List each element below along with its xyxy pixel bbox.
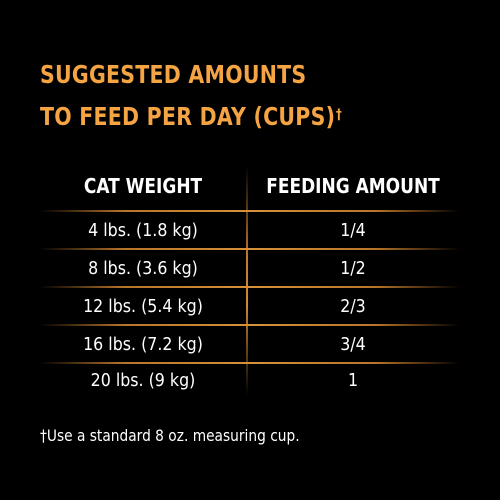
row-divider <box>40 324 460 326</box>
row-divider <box>40 210 460 212</box>
amount-cell: 3/4 <box>340 333 366 355</box>
table-row: 12 lbs. (5.4 kg) 2/3 <box>40 288 460 324</box>
row-divider <box>40 248 460 250</box>
amount-cell: 1/2 <box>340 257 366 279</box>
amount-cell: 1 <box>347 369 359 391</box>
row-divider <box>40 286 460 288</box>
dagger-mark: † <box>336 107 343 123</box>
footnote: †Use a standard 8 oz. measuring cup. <box>40 426 300 445</box>
weight-cell: 8 lbs. (3.6 kg) <box>88 257 198 279</box>
title-line-2-text: TO FEED PER DAY (CUPS) <box>40 102 336 131</box>
weight-cell: 20 lbs. (9 kg) <box>90 369 196 391</box>
table-row: 16 lbs. (7.2 kg) 3/4 <box>40 326 460 362</box>
table-header: CAT WEIGHT FEEDING AMOUNT <box>40 166 460 206</box>
feeding-table: CAT WEIGHT FEEDING AMOUNT 4 lbs. (1.8 kg… <box>40 166 460 396</box>
column-divider <box>246 166 248 396</box>
weight-cell: 12 lbs. (5.4 kg) <box>83 295 203 317</box>
page-title: SUGGESTED AMOUNTS TO FEED PER DAY (CUPS)… <box>40 54 401 138</box>
weight-cell: 16 lbs. (7.2 kg) <box>83 333 203 355</box>
table-row: 20 lbs. (9 kg) 1 <box>40 362 460 398</box>
title-line-2: TO FEED PER DAY (CUPS)† <box>40 96 401 138</box>
header-feeding-amount: FEEDING AMOUNT <box>266 174 440 198</box>
table-row: 8 lbs. (3.6 kg) 1/2 <box>40 250 460 286</box>
weight-cell: 4 lbs. (1.8 kg) <box>88 219 198 241</box>
table-row: 4 lbs. (1.8 kg) 1/4 <box>40 212 460 248</box>
title-line-1: SUGGESTED AMOUNTS <box>40 60 307 89</box>
amount-cell: 1/4 <box>340 219 366 241</box>
row-divider <box>40 362 460 364</box>
header-cat-weight: CAT WEIGHT <box>83 174 203 198</box>
amount-cell: 2/3 <box>340 295 366 317</box>
